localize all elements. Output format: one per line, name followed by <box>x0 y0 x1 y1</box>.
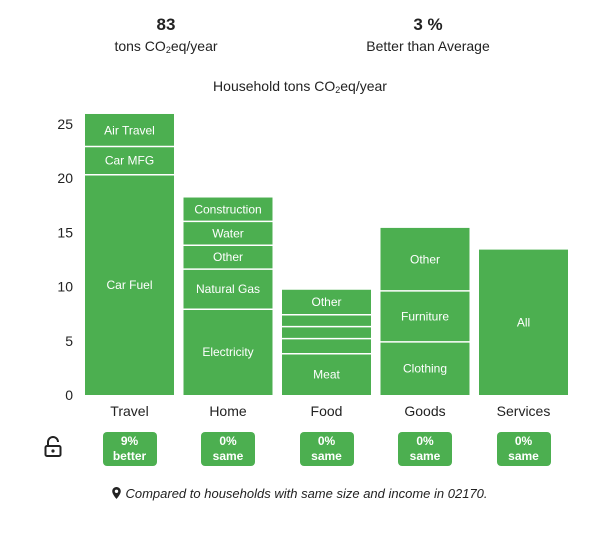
footnote: Compared to households with same size an… <box>0 486 600 501</box>
bar-segment <box>282 289 371 315</box>
segment-label: Clothing <box>403 361 447 375</box>
segment-label: Car MFG <box>105 154 154 168</box>
bar-segment <box>282 338 371 354</box>
segment-label: All <box>517 315 530 329</box>
badge-relation: same <box>508 449 539 463</box>
comparison-value: 3 % <box>413 15 443 34</box>
bar-segment <box>183 309 273 395</box>
comparison-stat: 3 % Better than Average <box>318 14 538 56</box>
bar-segment <box>282 353 371 395</box>
badge-relation: same <box>409 449 441 463</box>
y-tick-label: 10 <box>57 279 73 295</box>
bar-segment <box>183 221 273 246</box>
badge-percent: 0% <box>317 434 336 448</box>
total-emissions-value: 83 <box>156 15 176 34</box>
bar-segment <box>85 146 174 175</box>
badge-relation: same <box>311 449 342 463</box>
comparison-badge: 0% same <box>201 432 255 466</box>
segment-label: Furniture <box>401 309 449 323</box>
category-label: Food <box>311 403 343 419</box>
unlock-icon[interactable] <box>44 436 62 463</box>
bar-segment <box>85 113 174 147</box>
y-tick-label: 5 <box>65 333 73 349</box>
comparison-label: Better than Average <box>366 38 490 54</box>
bar-segment <box>380 341 470 395</box>
segment-label: Meat <box>313 367 340 381</box>
badge-relation: same <box>212 449 244 463</box>
y-tick-label: 15 <box>57 224 73 240</box>
stacked-bar-chart: 0 5 10 15 20 25 Car Fuel Car MFG Air Travel Trave… <box>57 113 568 419</box>
category-label: Services <box>497 403 551 419</box>
y-tick-label: 25 <box>57 116 73 132</box>
category-label: Travel <box>110 403 148 419</box>
comparison-badge: 0% same <box>496 432 551 466</box>
bar-segment <box>183 245 273 270</box>
comparison-badge: 0% same <box>398 432 452 466</box>
footnote-text: Compared to households with same size an… <box>125 486 488 501</box>
bar-segment <box>282 326 371 339</box>
bar-segment <box>183 269 273 310</box>
chart-title: Household tons CO2eq/year <box>213 78 387 95</box>
badge-relation: better <box>112 449 147 463</box>
category-label: Home <box>209 403 247 419</box>
segment-label: Construction <box>194 202 261 216</box>
bar-segment <box>282 314 371 327</box>
segment-label: Other <box>410 252 440 266</box>
segment-label: Car Fuel <box>106 278 152 292</box>
total-emissions-stat: 83 tons CO2eq/year <box>56 14 276 60</box>
y-tick-label: 20 <box>57 170 73 186</box>
segment-label: Air Travel <box>104 123 155 137</box>
bar-segment <box>85 174 174 395</box>
badge-percent: 0% <box>514 434 533 448</box>
segment-label: Other <box>311 295 341 309</box>
segment-label: Electricity <box>202 345 253 359</box>
category-label: Goods <box>404 403 445 419</box>
badge-percent: 0% <box>219 434 237 448</box>
segment-label: Other <box>213 250 243 264</box>
bar-segment <box>183 197 273 222</box>
map-pin-icon <box>112 487 122 499</box>
bar-segment <box>380 290 470 342</box>
badge-percent: 0% <box>416 434 434 448</box>
bar-segment <box>380 227 470 291</box>
total-emissions-unit: tons CO2eq/year <box>114 38 218 55</box>
y-tick-label: 0 <box>65 387 73 403</box>
comparison-badge: 9% better <box>102 432 157 466</box>
segment-label: Water <box>212 226 244 240</box>
badge-percent: 9% <box>120 434 139 448</box>
comparison-badge: 0% same <box>299 432 354 466</box>
segment-label: Natural Gas <box>196 282 260 296</box>
bar-segment <box>479 249 568 395</box>
